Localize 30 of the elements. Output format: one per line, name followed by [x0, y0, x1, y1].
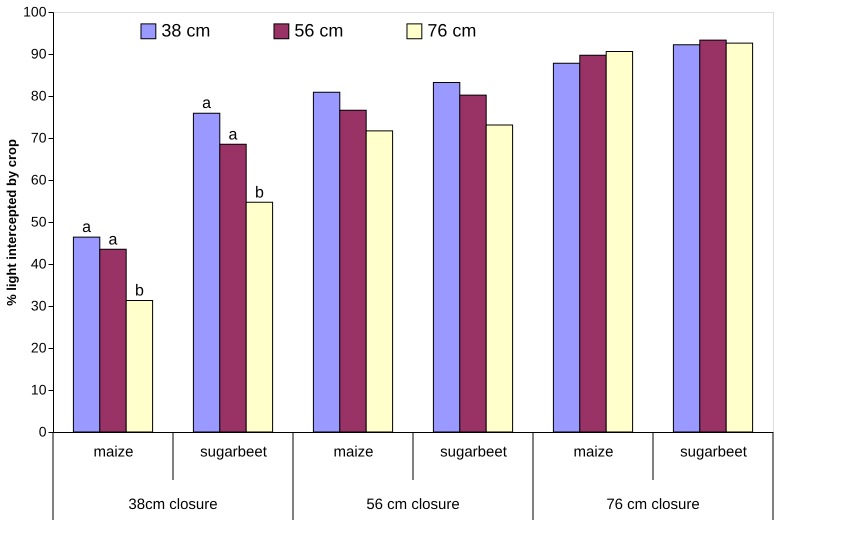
data-label: a: [202, 95, 212, 112]
y-tick-label: 0: [38, 424, 47, 440]
x-tick-label: sugarbeet: [440, 444, 508, 460]
y-tick-label: 20: [30, 340, 47, 356]
y-tick-label: 40: [30, 256, 47, 272]
y-tick-label: 60: [30, 172, 47, 188]
x-tick-label: maize: [333, 444, 374, 460]
x-tick-label: sugarbeet: [200, 444, 268, 460]
y-axis-title: % light intercepted by crop: [4, 139, 20, 306]
x-tick-label: maize: [93, 444, 134, 460]
y-tick-label: 30: [30, 298, 47, 314]
data-label: a: [82, 219, 92, 236]
y-tick-label: 50: [30, 214, 47, 230]
legend-label: 56 cm: [294, 20, 344, 40]
data-label: a: [108, 231, 118, 248]
data-label: b: [134, 282, 144, 300]
text: 56 cm closure: [366, 496, 460, 513]
legend-label: 38 cm: [161, 20, 210, 40]
data-label: a: [228, 126, 238, 144]
text: 38cm closure: [128, 496, 218, 513]
text: 76 cm closure: [606, 496, 700, 513]
data-label: b: [254, 184, 264, 202]
x-tick-label: maize: [573, 444, 614, 460]
x-tick-label: sugarbeet: [680, 444, 748, 460]
y-tick-label: 90: [30, 46, 47, 62]
legend-label: 76 cm: [427, 20, 476, 40]
y-tick-label: 100: [23, 4, 47, 20]
y-tick-label: 80: [30, 88, 47, 104]
y-tick-label: 70: [30, 130, 47, 146]
y-tick-label: 10: [30, 382, 47, 398]
